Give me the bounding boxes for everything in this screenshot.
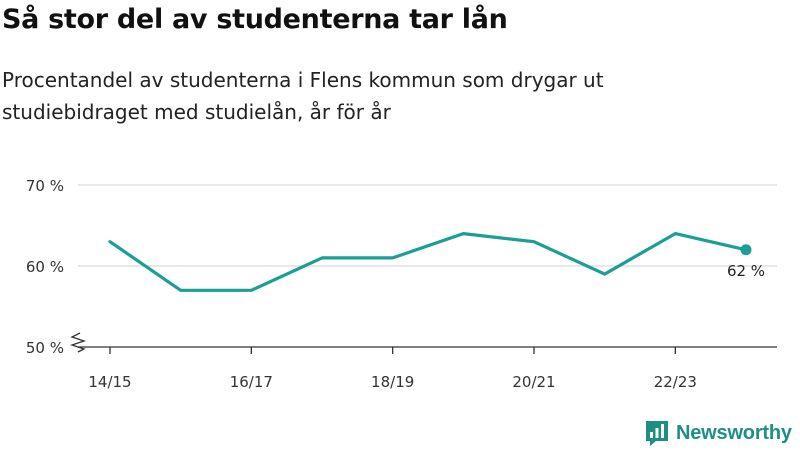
y-tick-label: 60 % <box>26 258 64 276</box>
x-axis-tick-labels: 14/15 16/17 18/19 20/21 22/23 <box>88 373 697 391</box>
chart-title: Så stor del av studenterna tar lån <box>2 4 508 35</box>
series-layer: 62 % <box>108 232 765 292</box>
end-data-label: 62 % <box>727 262 765 280</box>
chart-subtitle: Procentandel av studenterna i Flens komm… <box>2 68 604 124</box>
y-axis-tick-labels: 50 % 60 % 70 % <box>26 177 64 357</box>
axis-break-zigzag <box>69 332 87 353</box>
series-line <box>108 232 748 292</box>
axis-break-icon <box>69 332 87 353</box>
x-axis <box>78 346 777 354</box>
brand-name: Newsworthy <box>676 421 792 444</box>
brand-logo: Newsworthy <box>644 419 792 447</box>
y-tick-label: 70 % <box>26 177 64 195</box>
x-tick-label: 22/23 <box>654 373 697 391</box>
gridlines <box>78 184 777 267</box>
x-tick-label: 18/19 <box>371 373 414 391</box>
x-tick-label: 20/21 <box>512 373 555 391</box>
x-tick-label: 16/17 <box>230 373 273 391</box>
y-tick-label: 50 % <box>26 339 64 357</box>
x-tick-label: 14/15 <box>88 373 131 391</box>
series-end-point <box>740 244 752 256</box>
bar-chart-logo-icon <box>646 421 668 446</box>
